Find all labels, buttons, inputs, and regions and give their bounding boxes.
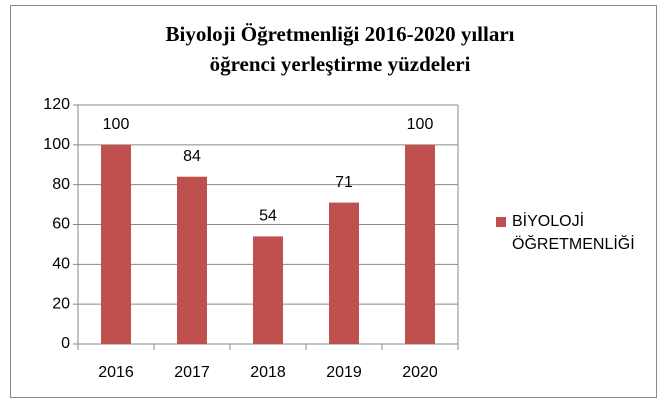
bar <box>253 236 283 344</box>
data-label: 54 <box>259 208 277 225</box>
legend-swatch <box>496 217 506 227</box>
y-tick-label: 80 <box>52 176 70 193</box>
x-tick-label: 2017 <box>174 364 210 381</box>
bar <box>405 144 435 344</box>
bar <box>101 144 131 344</box>
y-tick-label: 40 <box>52 256 70 273</box>
y-tick-label: 60 <box>52 216 70 233</box>
x-tick-label: 2019 <box>326 364 362 381</box>
bar <box>329 202 359 344</box>
data-label: 100 <box>407 116 434 133</box>
legend: BİYOLOJİ ÖĞRETMENLİĞİ <box>496 210 646 256</box>
chart-title: öğrenci yerleştirme yüzdeleri <box>210 52 471 76</box>
y-tick-label: 120 <box>43 96 70 113</box>
y-tick-label: 20 <box>52 295 70 312</box>
data-label: 84 <box>183 148 201 165</box>
y-tick-label: 0 <box>61 335 70 352</box>
data-label: 100 <box>103 116 130 133</box>
y-tick-label: 100 <box>43 136 70 153</box>
chart-title: Biyoloji Öğretmenliği 2016-2020 yılları <box>166 22 515 46</box>
x-tick-label: 2016 <box>98 364 134 381</box>
x-tick-label: 2018 <box>250 364 286 381</box>
data-label: 71 <box>335 174 353 191</box>
legend-label: BİYOLOJİ ÖĞRETMENLİĞİ <box>512 213 635 253</box>
bar <box>177 176 207 344</box>
x-tick-label: 2020 <box>402 364 438 381</box>
